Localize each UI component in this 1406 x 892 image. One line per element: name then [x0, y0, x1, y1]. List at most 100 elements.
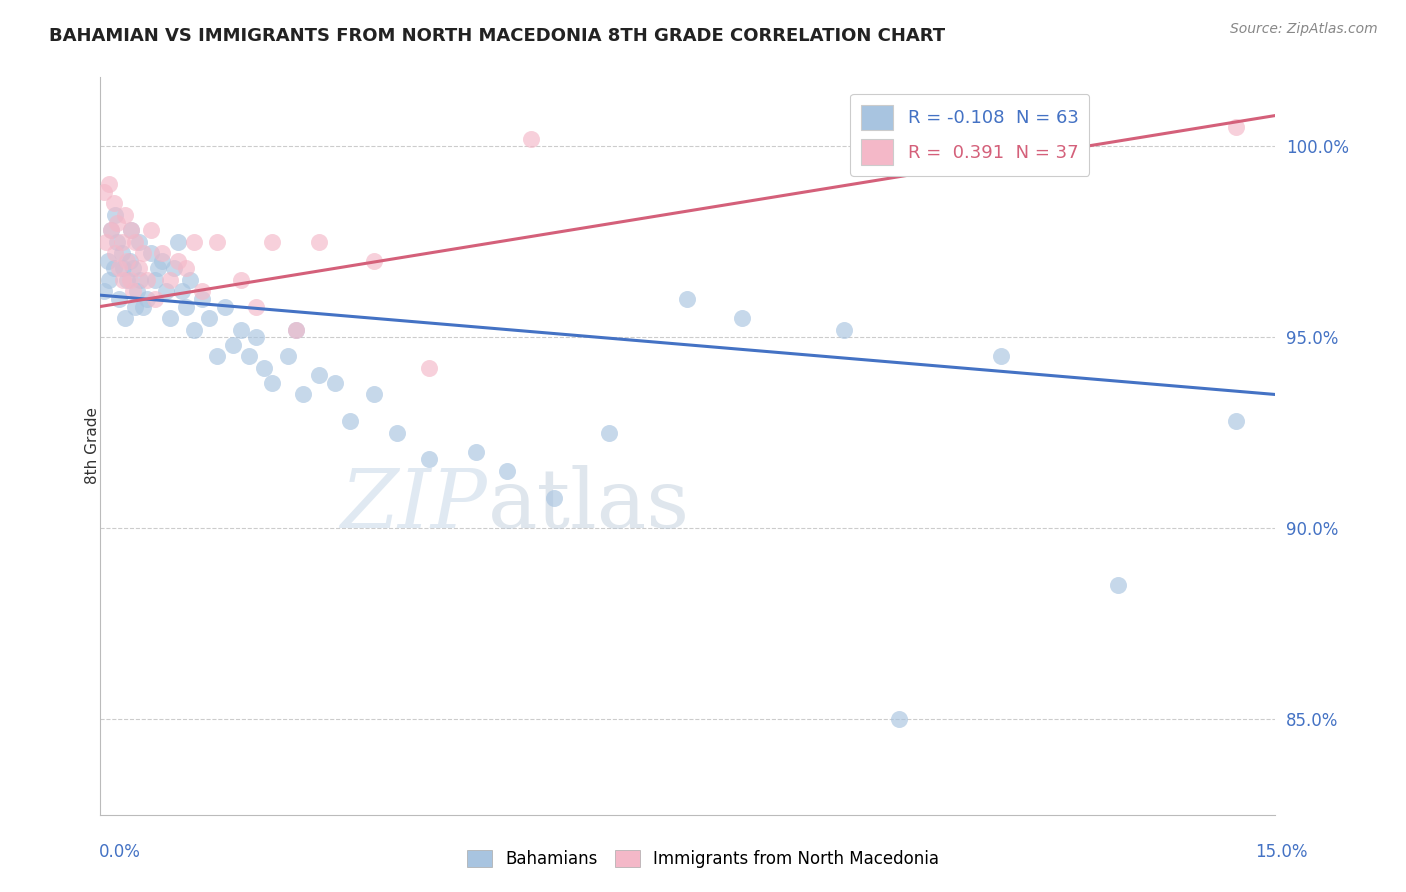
Point	[132, 246, 155, 260]
Text: Source: ZipAtlas.com: Source: ZipAtlas.com	[1230, 22, 1378, 37]
Point	[155, 285, 177, 299]
Point	[1225, 414, 1247, 428]
Point	[100, 223, 122, 237]
Legend: R = -0.108  N = 63, R =  0.391  N = 37: R = -0.108 N = 63, R = 0.391 N = 37	[851, 94, 1090, 176]
Point	[198, 311, 221, 326]
Legend: Bahamians, Immigrants from North Macedonia: Bahamians, Immigrants from North Macedon…	[461, 843, 945, 875]
Point	[127, 285, 149, 299]
Text: ZIP: ZIP	[340, 465, 488, 545]
Point	[120, 223, 142, 237]
Point	[598, 425, 620, 440]
Point	[128, 261, 150, 276]
Point	[148, 261, 170, 276]
Point	[183, 322, 205, 336]
Point	[129, 273, 152, 287]
Point	[100, 223, 122, 237]
Point	[262, 235, 284, 249]
Point	[207, 349, 229, 363]
Point	[167, 253, 190, 268]
Point	[121, 285, 143, 299]
Point	[245, 300, 267, 314]
Point	[387, 425, 409, 440]
Point	[93, 285, 115, 299]
Point	[418, 360, 440, 375]
Point	[143, 273, 166, 287]
Point	[887, 712, 910, 726]
Y-axis label: 8th Grade: 8th Grade	[86, 408, 100, 484]
Point	[115, 273, 138, 287]
Point	[990, 349, 1012, 363]
Point	[103, 261, 125, 276]
Point	[170, 285, 193, 299]
Point	[124, 300, 146, 314]
Point	[229, 322, 252, 336]
Point	[245, 330, 267, 344]
Point	[104, 208, 127, 222]
Point	[112, 261, 135, 276]
Point	[363, 253, 385, 268]
Point	[832, 322, 855, 336]
Point	[207, 235, 229, 249]
Point	[124, 235, 146, 249]
Point	[118, 273, 141, 287]
Point	[121, 261, 143, 276]
Point	[114, 311, 136, 326]
Text: atlas: atlas	[488, 465, 689, 545]
Point	[222, 338, 245, 352]
Point	[139, 246, 162, 260]
Point	[94, 235, 117, 249]
Point	[676, 292, 699, 306]
Point	[159, 311, 181, 326]
Point	[284, 322, 307, 336]
Point	[292, 387, 315, 401]
Point	[163, 261, 186, 276]
Text: BAHAMIAN VS IMMIGRANTS FROM NORTH MACEDONIA 8TH GRADE CORRELATION CHART: BAHAMIAN VS IMMIGRANTS FROM NORTH MACEDO…	[49, 27, 945, 45]
Point	[118, 253, 141, 268]
Point	[174, 300, 197, 314]
Point	[731, 311, 754, 326]
Point	[143, 292, 166, 306]
Point	[152, 246, 174, 260]
Point	[179, 273, 201, 287]
Point	[98, 273, 121, 287]
Point	[135, 292, 157, 306]
Point	[104, 246, 127, 260]
Text: 15.0%: 15.0%	[1256, 843, 1308, 861]
Point	[363, 387, 385, 401]
Point	[152, 253, 174, 268]
Point	[418, 452, 440, 467]
Point	[464, 444, 486, 458]
Point	[519, 131, 541, 145]
Point	[105, 235, 128, 249]
Point	[543, 491, 565, 505]
Point	[105, 216, 128, 230]
Point	[98, 178, 121, 192]
Point	[1107, 578, 1129, 592]
Point	[253, 360, 276, 375]
Point	[167, 235, 190, 249]
Point	[1225, 120, 1247, 134]
Point	[97, 253, 120, 268]
Point	[135, 273, 157, 287]
Point	[308, 235, 330, 249]
Text: 0.0%: 0.0%	[98, 843, 141, 861]
Point	[183, 235, 205, 249]
Point	[159, 273, 181, 287]
Point	[93, 185, 115, 199]
Point	[111, 235, 134, 249]
Point	[323, 376, 346, 390]
Point	[111, 246, 134, 260]
Point	[132, 300, 155, 314]
Point	[139, 223, 162, 237]
Point	[229, 273, 252, 287]
Point	[262, 376, 284, 390]
Point	[103, 196, 125, 211]
Point	[496, 464, 519, 478]
Point	[284, 322, 307, 336]
Point	[114, 208, 136, 222]
Point	[190, 285, 212, 299]
Point	[277, 349, 299, 363]
Point	[115, 253, 138, 268]
Point	[238, 349, 260, 363]
Point	[339, 414, 361, 428]
